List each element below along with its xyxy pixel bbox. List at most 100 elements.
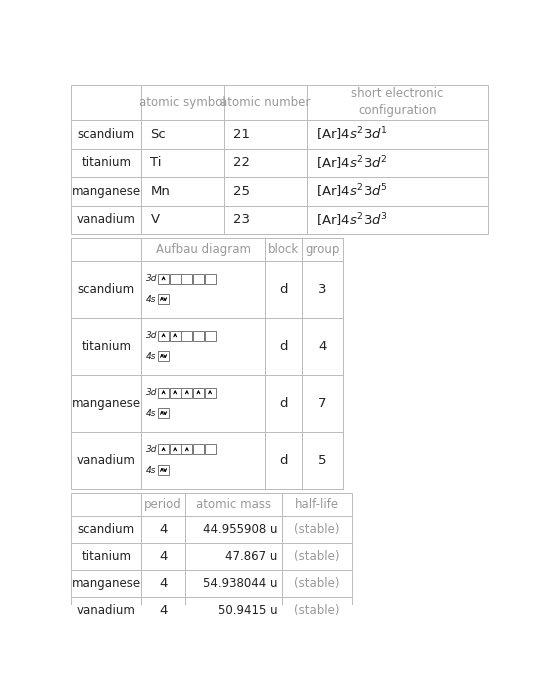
Text: d: d: [280, 397, 288, 410]
Bar: [141, 205, 224, 234]
Text: 3: 3: [318, 283, 327, 296]
Bar: [141, 318, 265, 375]
Bar: [265, 261, 302, 318]
Text: (stable): (stable): [294, 577, 340, 590]
Text: 4: 4: [159, 550, 168, 563]
Text: 21: 21: [233, 128, 250, 141]
Bar: [205, 388, 216, 398]
Bar: [72, 149, 141, 177]
Bar: [302, 375, 342, 432]
Bar: [205, 330, 216, 341]
Bar: [141, 570, 185, 597]
Bar: [302, 432, 342, 489]
Bar: [72, 177, 141, 205]
Bar: [158, 273, 169, 284]
Text: 50.9415 u: 50.9415 u: [218, 604, 277, 617]
Text: block: block: [268, 243, 299, 256]
Bar: [72, 120, 141, 149]
Bar: [307, 85, 488, 120]
Text: short electronic
configuration: short electronic configuration: [352, 88, 444, 118]
Bar: [141, 120, 224, 149]
Text: $\mathregular{[Ar]4}s^{2}\mathregular{3}d^{3}$: $\mathregular{[Ar]4}s^{2}\mathregular{3}…: [316, 211, 388, 228]
Text: 3d: 3d: [146, 274, 157, 283]
Text: 4s: 4s: [146, 466, 156, 475]
Text: scandium: scandium: [78, 523, 135, 536]
Text: titanium: titanium: [81, 340, 131, 353]
Text: d: d: [280, 454, 288, 467]
Text: Mn: Mn: [150, 185, 170, 198]
Text: group: group: [305, 243, 340, 256]
Bar: [181, 388, 192, 398]
Text: titanium: titanium: [81, 550, 131, 563]
Text: Ti: Ti: [150, 156, 162, 169]
Bar: [224, 177, 307, 205]
Text: 4: 4: [159, 523, 168, 536]
Bar: [72, 570, 141, 597]
Bar: [141, 261, 265, 318]
Text: 5: 5: [318, 454, 327, 467]
Text: atomic mass: atomic mass: [196, 498, 271, 511]
Text: vanadium: vanadium: [77, 214, 135, 226]
Bar: [205, 273, 216, 284]
Text: 4s: 4s: [146, 409, 156, 418]
Bar: [302, 261, 342, 318]
Bar: [181, 445, 192, 454]
Bar: [282, 543, 352, 570]
Text: half-life: half-life: [295, 498, 339, 511]
Bar: [185, 516, 282, 543]
Text: manganese: manganese: [72, 185, 141, 198]
Bar: [181, 273, 192, 284]
Bar: [141, 493, 185, 516]
Bar: [170, 330, 181, 341]
Bar: [185, 570, 282, 597]
Text: 25: 25: [233, 185, 250, 198]
Bar: [265, 375, 302, 432]
Text: vanadium: vanadium: [77, 604, 135, 617]
Text: d: d: [280, 340, 288, 353]
Bar: [158, 465, 169, 475]
Bar: [170, 445, 181, 454]
Bar: [185, 493, 282, 516]
Text: $\mathregular{[Ar]4}s^{2}\mathregular{3}d^{1}$: $\mathregular{[Ar]4}s^{2}\mathregular{3}…: [316, 126, 388, 143]
Bar: [141, 85, 224, 120]
Bar: [141, 177, 224, 205]
Bar: [72, 238, 141, 261]
Text: manganese: manganese: [72, 577, 141, 590]
Text: 4: 4: [159, 577, 168, 590]
Bar: [72, 375, 141, 432]
Bar: [193, 330, 204, 341]
Bar: [307, 149, 488, 177]
Bar: [282, 570, 352, 597]
Bar: [158, 388, 169, 398]
Text: 3d: 3d: [146, 331, 157, 340]
Bar: [158, 408, 169, 418]
Bar: [193, 388, 204, 398]
Bar: [185, 597, 282, 624]
Text: 4s: 4s: [146, 352, 156, 360]
Bar: [307, 177, 488, 205]
Text: vanadium: vanadium: [77, 454, 135, 467]
Bar: [302, 238, 342, 261]
Text: titanium: titanium: [81, 156, 131, 169]
Text: $\mathregular{[Ar]4}s^{2}\mathregular{3}d^{2}$: $\mathregular{[Ar]4}s^{2}\mathregular{3}…: [316, 154, 388, 171]
Text: (stable): (stable): [294, 550, 340, 563]
Bar: [224, 149, 307, 177]
Text: manganese: manganese: [72, 397, 141, 410]
Bar: [72, 318, 141, 375]
Bar: [158, 330, 169, 341]
Text: 23: 23: [233, 214, 250, 226]
Bar: [265, 318, 302, 375]
Bar: [72, 261, 141, 318]
Bar: [307, 205, 488, 234]
Bar: [141, 375, 265, 432]
Bar: [302, 318, 342, 375]
Bar: [307, 120, 488, 149]
Text: 3d: 3d: [146, 445, 157, 454]
Text: (stable): (stable): [294, 604, 340, 617]
Bar: [141, 238, 265, 261]
Bar: [72, 543, 141, 570]
Bar: [72, 85, 141, 120]
Bar: [193, 273, 204, 284]
Text: d: d: [280, 283, 288, 296]
Bar: [282, 597, 352, 624]
